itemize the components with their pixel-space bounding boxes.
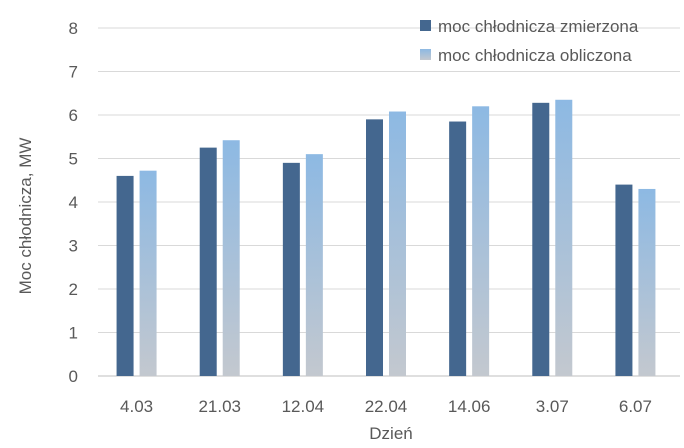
bar-calculated (305, 154, 323, 376)
y-tick-label: 1 (69, 324, 78, 343)
x-tick-label: 14.06 (448, 397, 491, 416)
bar-calculated (139, 170, 157, 376)
y-tick-label: 3 (69, 237, 78, 256)
x-tick-label: 6.07 (619, 397, 652, 416)
bar-measured (615, 184, 633, 376)
y-tick-label: 4 (69, 193, 78, 212)
legend-swatch-measured (420, 20, 431, 31)
x-tick-label: 12.04 (282, 397, 325, 416)
x-axis-title: Dzień (369, 424, 412, 443)
x-tick-label: 22.04 (365, 397, 408, 416)
y-tick-label: 6 (69, 106, 78, 125)
bar-measured (532, 102, 550, 376)
x-tick-label: 3.07 (536, 397, 569, 416)
bar-measured (449, 121, 467, 377)
bar-calculated (222, 140, 240, 376)
y-tick-label: 7 (69, 63, 78, 82)
y-tick-label: 2 (69, 280, 78, 299)
bar-measured (366, 119, 383, 376)
bar-calculated (389, 111, 406, 377)
x-tick-label: 4.03 (120, 397, 153, 416)
legend-swatch-calculated (420, 49, 431, 60)
y-tick-label: 8 (69, 19, 78, 38)
bar-calculated (555, 99, 573, 377)
legend-label-calculated: moc chłodnicza obliczona (438, 46, 632, 65)
bar-measured (199, 147, 217, 376)
x-tick-label: 21.03 (198, 397, 241, 416)
y-tick-label: 0 (69, 367, 78, 386)
y-tick-label: 5 (69, 150, 78, 169)
legend: moc chłodnicza zmierzona moc chłodnicza … (420, 17, 639, 65)
bar-measured (116, 175, 134, 376)
bar-calculated (472, 106, 490, 377)
bar-measured (282, 162, 300, 376)
y-axis-title: Moc chłodnicza, MW (16, 138, 35, 295)
bar-calculated (638, 188, 656, 376)
legend-label-measured: moc chłodnicza zmierzona (438, 17, 639, 36)
